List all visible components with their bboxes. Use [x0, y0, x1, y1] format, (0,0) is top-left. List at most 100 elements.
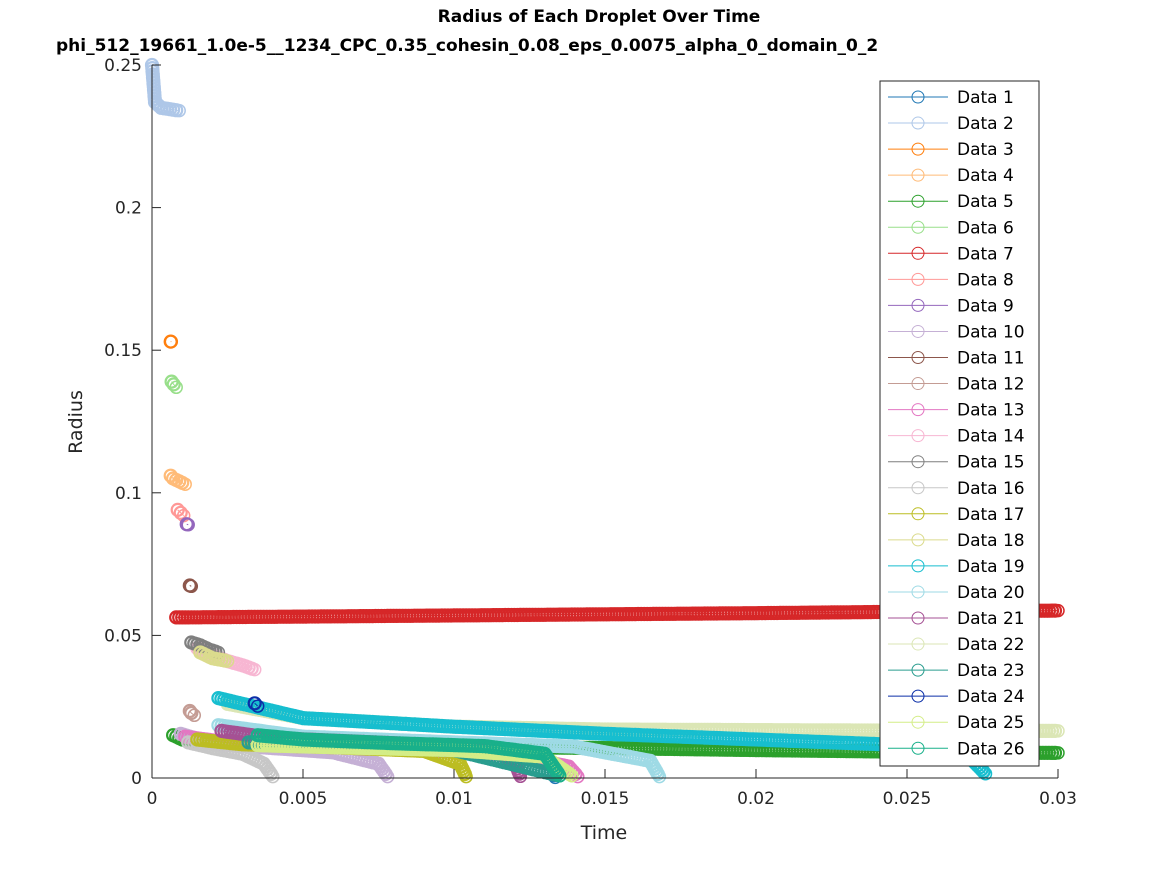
- legend-label: Data 12: [957, 375, 1025, 395]
- legend-entry: Data 10: [888, 322, 1025, 342]
- y-axis-label: Radius: [65, 390, 87, 454]
- legend-label: Data 4: [957, 166, 1014, 186]
- legend-entry: Data 14: [888, 427, 1025, 447]
- legend-entry: Data 21: [888, 609, 1025, 629]
- legend-marker: [911, 220, 925, 234]
- x-tick-label: 0.02: [737, 789, 775, 809]
- legend-marker: [911, 351, 925, 364]
- chart-title: Radius of Each Droplet Over Time: [438, 7, 761, 27]
- data-point: [1051, 746, 1065, 760]
- series-data-2: [144, 57, 186, 118]
- legend-label: Data 25: [957, 713, 1025, 733]
- y-tick-label: 0: [131, 769, 142, 789]
- y-tick-label: 0.1: [115, 484, 142, 504]
- legend-label: Data 16: [957, 479, 1025, 499]
- legend-entry: Data 23: [888, 661, 1025, 681]
- legend-entry: Data 2: [888, 114, 1014, 134]
- legend-entry: Data 3: [888, 140, 1014, 160]
- legend-label: Data 19: [957, 557, 1025, 577]
- legend-label: Data 15: [957, 453, 1025, 473]
- legend-entry: Data 18: [888, 531, 1025, 551]
- legend-label: Data 2: [957, 114, 1014, 134]
- legend-box: [879, 80, 1040, 767]
- legend-marker: [911, 741, 925, 755]
- legend-marker: [911, 559, 925, 573]
- legend-label: Data 20: [957, 583, 1025, 603]
- x-tick-label: 0.025: [883, 789, 932, 809]
- legend-label: Data 22: [957, 635, 1025, 655]
- legend-entry: Data 11: [888, 349, 1025, 369]
- series-data-9: [179, 517, 195, 532]
- legend-marker: [911, 403, 925, 417]
- legend-marker: [911, 663, 925, 677]
- series-data-3: [163, 334, 179, 349]
- legend-marker: [911, 637, 925, 651]
- data-point: [250, 699, 265, 713]
- data-point: [184, 579, 199, 594]
- legend-marker: [911, 116, 925, 130]
- data-point: [650, 766, 665, 782]
- legend-marker: [911, 585, 925, 599]
- legend-entry: Data 25: [888, 713, 1025, 733]
- x-axis-label: Time: [580, 822, 628, 844]
- legend-marker: [911, 507, 925, 521]
- series-line: [186, 523, 189, 526]
- legend-entry: Data 9: [888, 296, 1014, 316]
- data-point: [459, 769, 473, 784]
- legend-label: Data 26: [957, 739, 1025, 759]
- x-tick-label: 0.01: [435, 789, 473, 809]
- data-point: [552, 768, 567, 783]
- legend-entry: Data 1: [888, 88, 1014, 108]
- x-tick-label: 0.005: [279, 789, 328, 809]
- series-data-18: [193, 645, 235, 668]
- legend-entry: Data 6: [888, 218, 1014, 238]
- data-point: [1051, 724, 1065, 738]
- legend-entry: Data 5: [888, 192, 1014, 212]
- data-point: [652, 769, 667, 784]
- series-data-11: [182, 578, 199, 594]
- legend-label: Data 3: [957, 140, 1014, 160]
- legend-marker: [911, 377, 925, 391]
- legend-label: Data 21: [957, 609, 1025, 629]
- legend-entry: Data 26: [888, 739, 1025, 759]
- legend-label: Data 6: [957, 218, 1014, 238]
- data-point: [181, 517, 195, 532]
- y-tick-label: 0.05: [104, 626, 142, 646]
- y-tick-label: 0.2: [115, 199, 142, 219]
- series-line: [189, 585, 192, 587]
- data-point: [169, 380, 183, 395]
- legend-marker: [911, 481, 925, 495]
- legend: Data 1 Data 2 Data 3 Data 4 Data 5 Data 6 Data…: [879, 80, 1040, 767]
- legend-label: Data 17: [957, 505, 1025, 525]
- series-data-26: [250, 728, 567, 783]
- series-line: [254, 702, 259, 707]
- y-tick-label: 0.25: [104, 56, 142, 76]
- legend-label: Data 8: [957, 270, 1014, 290]
- legend-label: Data 24: [957, 687, 1025, 707]
- legend-marker: [911, 194, 925, 208]
- data-point: [173, 505, 188, 520]
- x-tick-label: 0.015: [581, 789, 630, 809]
- data-point: [263, 766, 279, 782]
- data-point: [220, 654, 235, 668]
- legend-marker: [911, 715, 925, 729]
- y-tick-label: 0.15: [104, 341, 142, 361]
- data-point: [164, 334, 179, 349]
- legend-entry: Data 22: [888, 635, 1025, 655]
- series-data-4: [163, 468, 192, 491]
- legend-label: Data 5: [957, 192, 1014, 212]
- legend-marker: [911, 246, 925, 260]
- data-point: [166, 377, 181, 392]
- series-data-24: [247, 696, 265, 713]
- legend-entry: Data 12: [888, 375, 1025, 395]
- legend-marker: [911, 689, 925, 703]
- legend-entry: Data 19: [888, 557, 1025, 577]
- data-point: [380, 769, 395, 784]
- data-point: [978, 766, 993, 781]
- legend-entry: Data 16: [888, 479, 1025, 499]
- data-point: [172, 103, 186, 118]
- legend-label: Data 1: [957, 88, 1014, 108]
- data-point: [550, 766, 566, 781]
- series-data-12: [182, 703, 202, 723]
